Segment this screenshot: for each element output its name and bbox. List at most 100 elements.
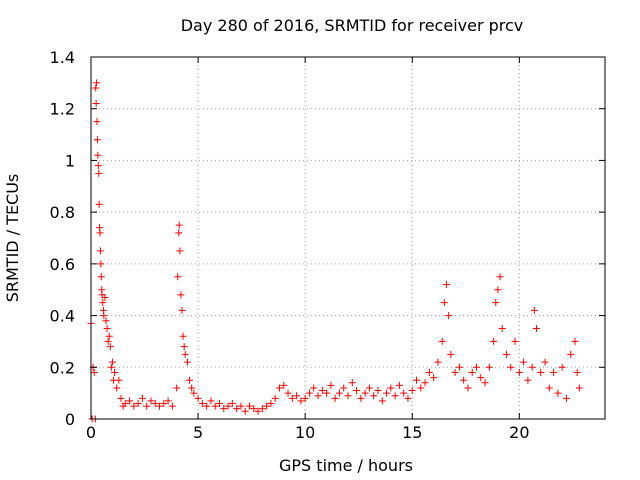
- data-point: [288, 394, 296, 402]
- data-point: [102, 317, 110, 325]
- data-point: [275, 384, 283, 392]
- data-point: [434, 358, 442, 366]
- axis-ticks: [90, 56, 605, 420]
- data-point: [477, 374, 485, 382]
- data-point: [455, 363, 463, 371]
- data-point: [293, 392, 301, 400]
- data-point: [361, 389, 369, 397]
- data-point: [567, 350, 575, 358]
- data-point: [143, 402, 151, 410]
- data-point: [305, 389, 313, 397]
- data-point: [481, 379, 489, 387]
- data-point: [400, 389, 408, 397]
- data-point: [318, 387, 326, 395]
- data-point: [507, 363, 515, 371]
- data-point: [92, 84, 100, 92]
- data-point: [194, 394, 202, 402]
- data-point: [515, 368, 523, 376]
- data-point: [571, 337, 579, 345]
- y-tick-label: 0.6: [50, 255, 75, 274]
- grid-lines: [91, 57, 605, 419]
- data-point: [174, 273, 182, 281]
- data-point: [365, 384, 373, 392]
- data-point: [95, 200, 103, 208]
- data-point: [117, 394, 125, 402]
- data-point: [383, 389, 391, 397]
- data-point: [106, 343, 114, 351]
- data-point: [562, 394, 570, 402]
- data-point: [263, 402, 271, 410]
- data-point: [211, 402, 219, 410]
- data-point: [413, 376, 421, 384]
- data-point: [344, 392, 352, 400]
- data-point: [301, 394, 309, 402]
- data-point: [176, 247, 184, 255]
- data-point: [511, 337, 519, 345]
- data-point: [370, 392, 378, 400]
- data-point: [103, 325, 111, 332]
- data-point: [331, 394, 339, 402]
- data-point: [445, 312, 453, 320]
- data-point: [220, 405, 228, 413]
- data-point: [323, 389, 331, 397]
- data-point: [468, 368, 476, 376]
- data-point: [228, 399, 236, 407]
- data-point: [258, 405, 266, 413]
- data-point: [417, 384, 425, 392]
- data-point: [126, 397, 134, 405]
- x-tick-label: 10: [295, 423, 315, 442]
- chart-title: Day 280 of 2016, SRMTID for receiver prc…: [181, 16, 524, 35]
- data-point: [107, 363, 115, 371]
- data-point: [233, 405, 241, 413]
- data-point: [430, 374, 438, 382]
- data-point: [181, 350, 189, 358]
- data-point: [96, 247, 104, 255]
- data-point: [520, 358, 528, 366]
- data-point: [340, 384, 348, 392]
- data-point: [451, 368, 459, 376]
- x-tick-label: 15: [402, 423, 422, 442]
- y-axis-label: SRMTID / TECUs: [3, 174, 22, 303]
- data-point: [498, 325, 506, 332]
- data-point: [464, 384, 472, 392]
- data-point: [111, 368, 119, 376]
- data-point: [395, 381, 403, 389]
- data-point: [190, 389, 198, 397]
- y-tick-label: 1.4: [50, 48, 75, 67]
- data-point: [177, 291, 185, 299]
- data-point: [104, 337, 112, 345]
- data-point: [327, 381, 335, 389]
- data-point: [130, 402, 138, 410]
- data-point: [188, 384, 196, 392]
- data-point: [528, 363, 536, 371]
- data-point: [348, 379, 356, 387]
- data-point: [216, 399, 223, 407]
- data-point: [108, 358, 116, 366]
- data-point: [147, 397, 155, 405]
- data-point: [554, 389, 562, 397]
- data-point: [97, 260, 105, 268]
- data-point: [391, 392, 399, 400]
- y-tick-label: 0.8: [50, 203, 75, 222]
- data-point: [241, 407, 249, 415]
- data-point: [460, 376, 468, 384]
- data-point: [485, 363, 493, 371]
- data-point: [573, 368, 581, 376]
- data-point: [378, 397, 386, 405]
- data-point: [186, 376, 194, 384]
- data-point: [180, 343, 188, 351]
- y-tick-label: 0.2: [50, 358, 75, 377]
- data-point: [440, 299, 448, 307]
- data-point: [353, 387, 361, 395]
- data-point: [203, 402, 211, 410]
- data-point: [115, 376, 123, 384]
- data-point: [267, 399, 275, 407]
- data-point: [284, 389, 292, 397]
- data-point: [164, 397, 172, 405]
- data-point: [447, 350, 455, 358]
- data-point: [387, 384, 395, 392]
- data-point: [425, 368, 433, 376]
- data-point: [404, 394, 412, 402]
